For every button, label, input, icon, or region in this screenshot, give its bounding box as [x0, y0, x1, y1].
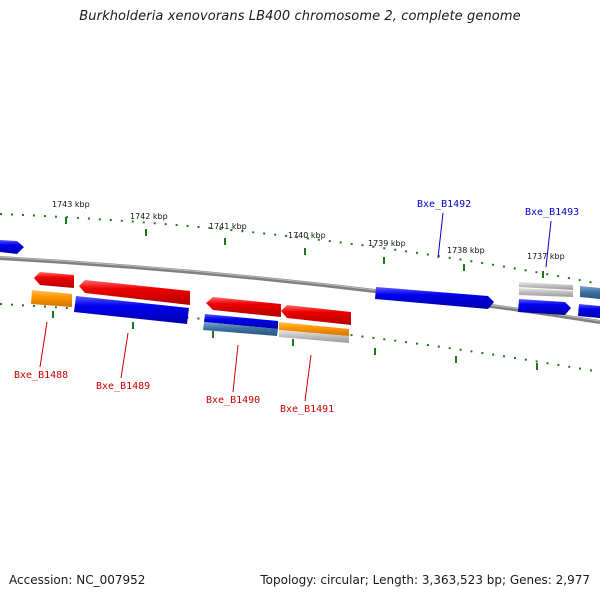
gene-arrow[interactable]: [31, 290, 72, 307]
gene-arrow[interactable]: [519, 288, 573, 297]
gene-arrow[interactable]: [518, 299, 571, 315]
label-leader-line: [120, 332, 129, 379]
tick-label: 1740 kbp: [288, 231, 326, 240]
gene-arrow[interactable]: [74, 296, 189, 324]
gene-arrow[interactable]: [279, 322, 349, 336]
gene-arrow[interactable]: [34, 272, 74, 288]
gene-label-bxe-b1488[interactable]: Bxe_B1488: [14, 370, 68, 381]
tick-label: 1738 kbp: [447, 246, 485, 255]
tick-label: 1742 kbp: [130, 212, 168, 221]
gene-arrow[interactable]: [204, 314, 278, 329]
gene-arrow[interactable]: [578, 304, 600, 318]
label-leader-line: [437, 212, 444, 259]
genome-backbone: [0, 256, 600, 324]
genome-title: Burkholderia xenovorans LB400 chromosome…: [79, 9, 521, 24]
tick-label: 1741 kbp: [209, 222, 247, 231]
gene-arrow[interactable]: [279, 330, 349, 343]
gene-arrow[interactable]: [519, 282, 573, 290]
tick-labels: 1743 kbp 1742 kbp 1741 kbp 1740 kbp 1739…: [52, 200, 565, 261]
label-leader-line: [304, 354, 312, 402]
label-leader-line: [545, 220, 552, 268]
accession-text: Accession: NC_007952: [9, 573, 146, 587]
gene-arrow[interactable]: [281, 305, 351, 325]
outer-scale-ruler: [0, 213, 600, 285]
tick-label: 1743 kbp: [52, 200, 90, 209]
gene-arrow[interactable]: [206, 297, 281, 317]
gene-arrow[interactable]: [375, 287, 494, 309]
label-leader-line: [39, 321, 48, 368]
genome-summary-text: Topology: circular; Length: 3,363,523 bp…: [260, 573, 590, 587]
gene-arrow[interactable]: [79, 280, 190, 305]
gene-arrow[interactable]: [203, 322, 278, 336]
gene-label-bxe-b1492[interactable]: Bxe_B1492: [417, 199, 471, 210]
tick-label: 1739 kbp: [368, 239, 406, 248]
label-leader-line: [232, 344, 239, 393]
gene-label-bxe-b1490[interactable]: Bxe_B1490: [206, 395, 260, 406]
gene-arrow[interactable]: [0, 240, 24, 254]
gene-arrow[interactable]: [580, 286, 600, 299]
gene-label-bxe-b1491[interactable]: Bxe_B1491: [280, 404, 334, 415]
gene-label-bxe-b1489[interactable]: Bxe_B1489: [96, 381, 150, 392]
inner-scale-ruler: [0, 303, 600, 373]
tick-label: 1737 kbp: [527, 252, 565, 261]
gene-label-bxe-b1493[interactable]: Bxe_B1493: [525, 207, 579, 218]
